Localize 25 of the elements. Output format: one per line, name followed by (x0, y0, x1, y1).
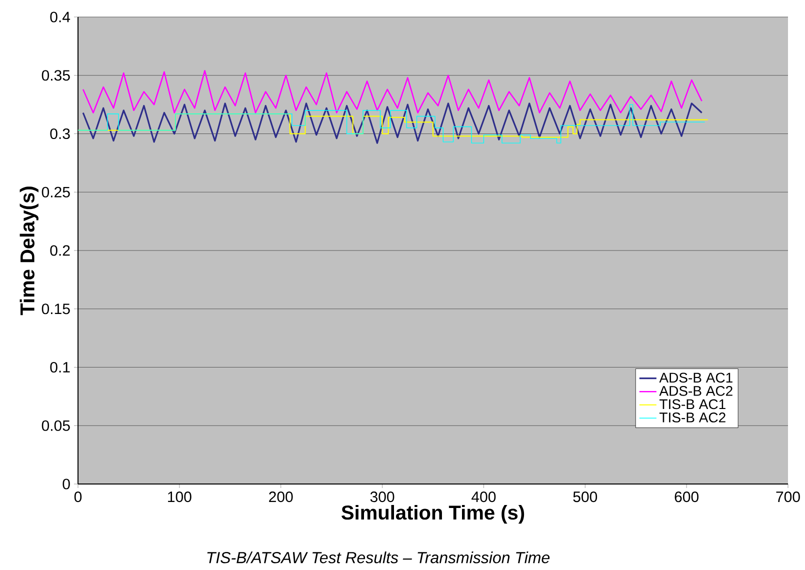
legend-label: TIS-B AC2 (660, 412, 726, 422)
x-axis-title: Simulation Time (s) (342, 504, 524, 524)
legend-label: ADS-B AC1 (659, 372, 732, 383)
x-tick-label: 400 (472, 492, 496, 502)
y-tick-label: 0.15 (42, 304, 70, 314)
y-tick-label: 0.35 (42, 70, 70, 81)
legend-label: ADS-B AC2 (659, 386, 732, 396)
legend-label: TIS-B AC1 (660, 399, 726, 410)
x-tick-label: 200 (269, 492, 293, 502)
x-tick-label: 100 (168, 492, 192, 502)
x-tick-label: 600 (674, 492, 698, 502)
y-tick-label: 0.3 (50, 128, 70, 140)
y-axis-title: Time Delay(s) (20, 186, 38, 316)
x-tick-label: 0 (74, 492, 82, 502)
y-tick-label: 0.4 (50, 12, 70, 22)
y-tick-label: 0 (62, 478, 70, 490)
x-tick-label: 700 (776, 492, 800, 502)
y-tick-label: 0.2 (50, 245, 70, 256)
x-tick-label: 500 (573, 492, 598, 502)
y-tick-label: 0.1 (50, 362, 70, 373)
text: TIS-B/ATSAW Test Results – Transmission Time (207, 552, 550, 564)
y-tick-label: 0.05 (42, 420, 70, 431)
y-tick-label: 0.25 (42, 186, 70, 198)
x-tick-label: 300 (370, 492, 394, 502)
line-series (82, 70, 702, 114)
